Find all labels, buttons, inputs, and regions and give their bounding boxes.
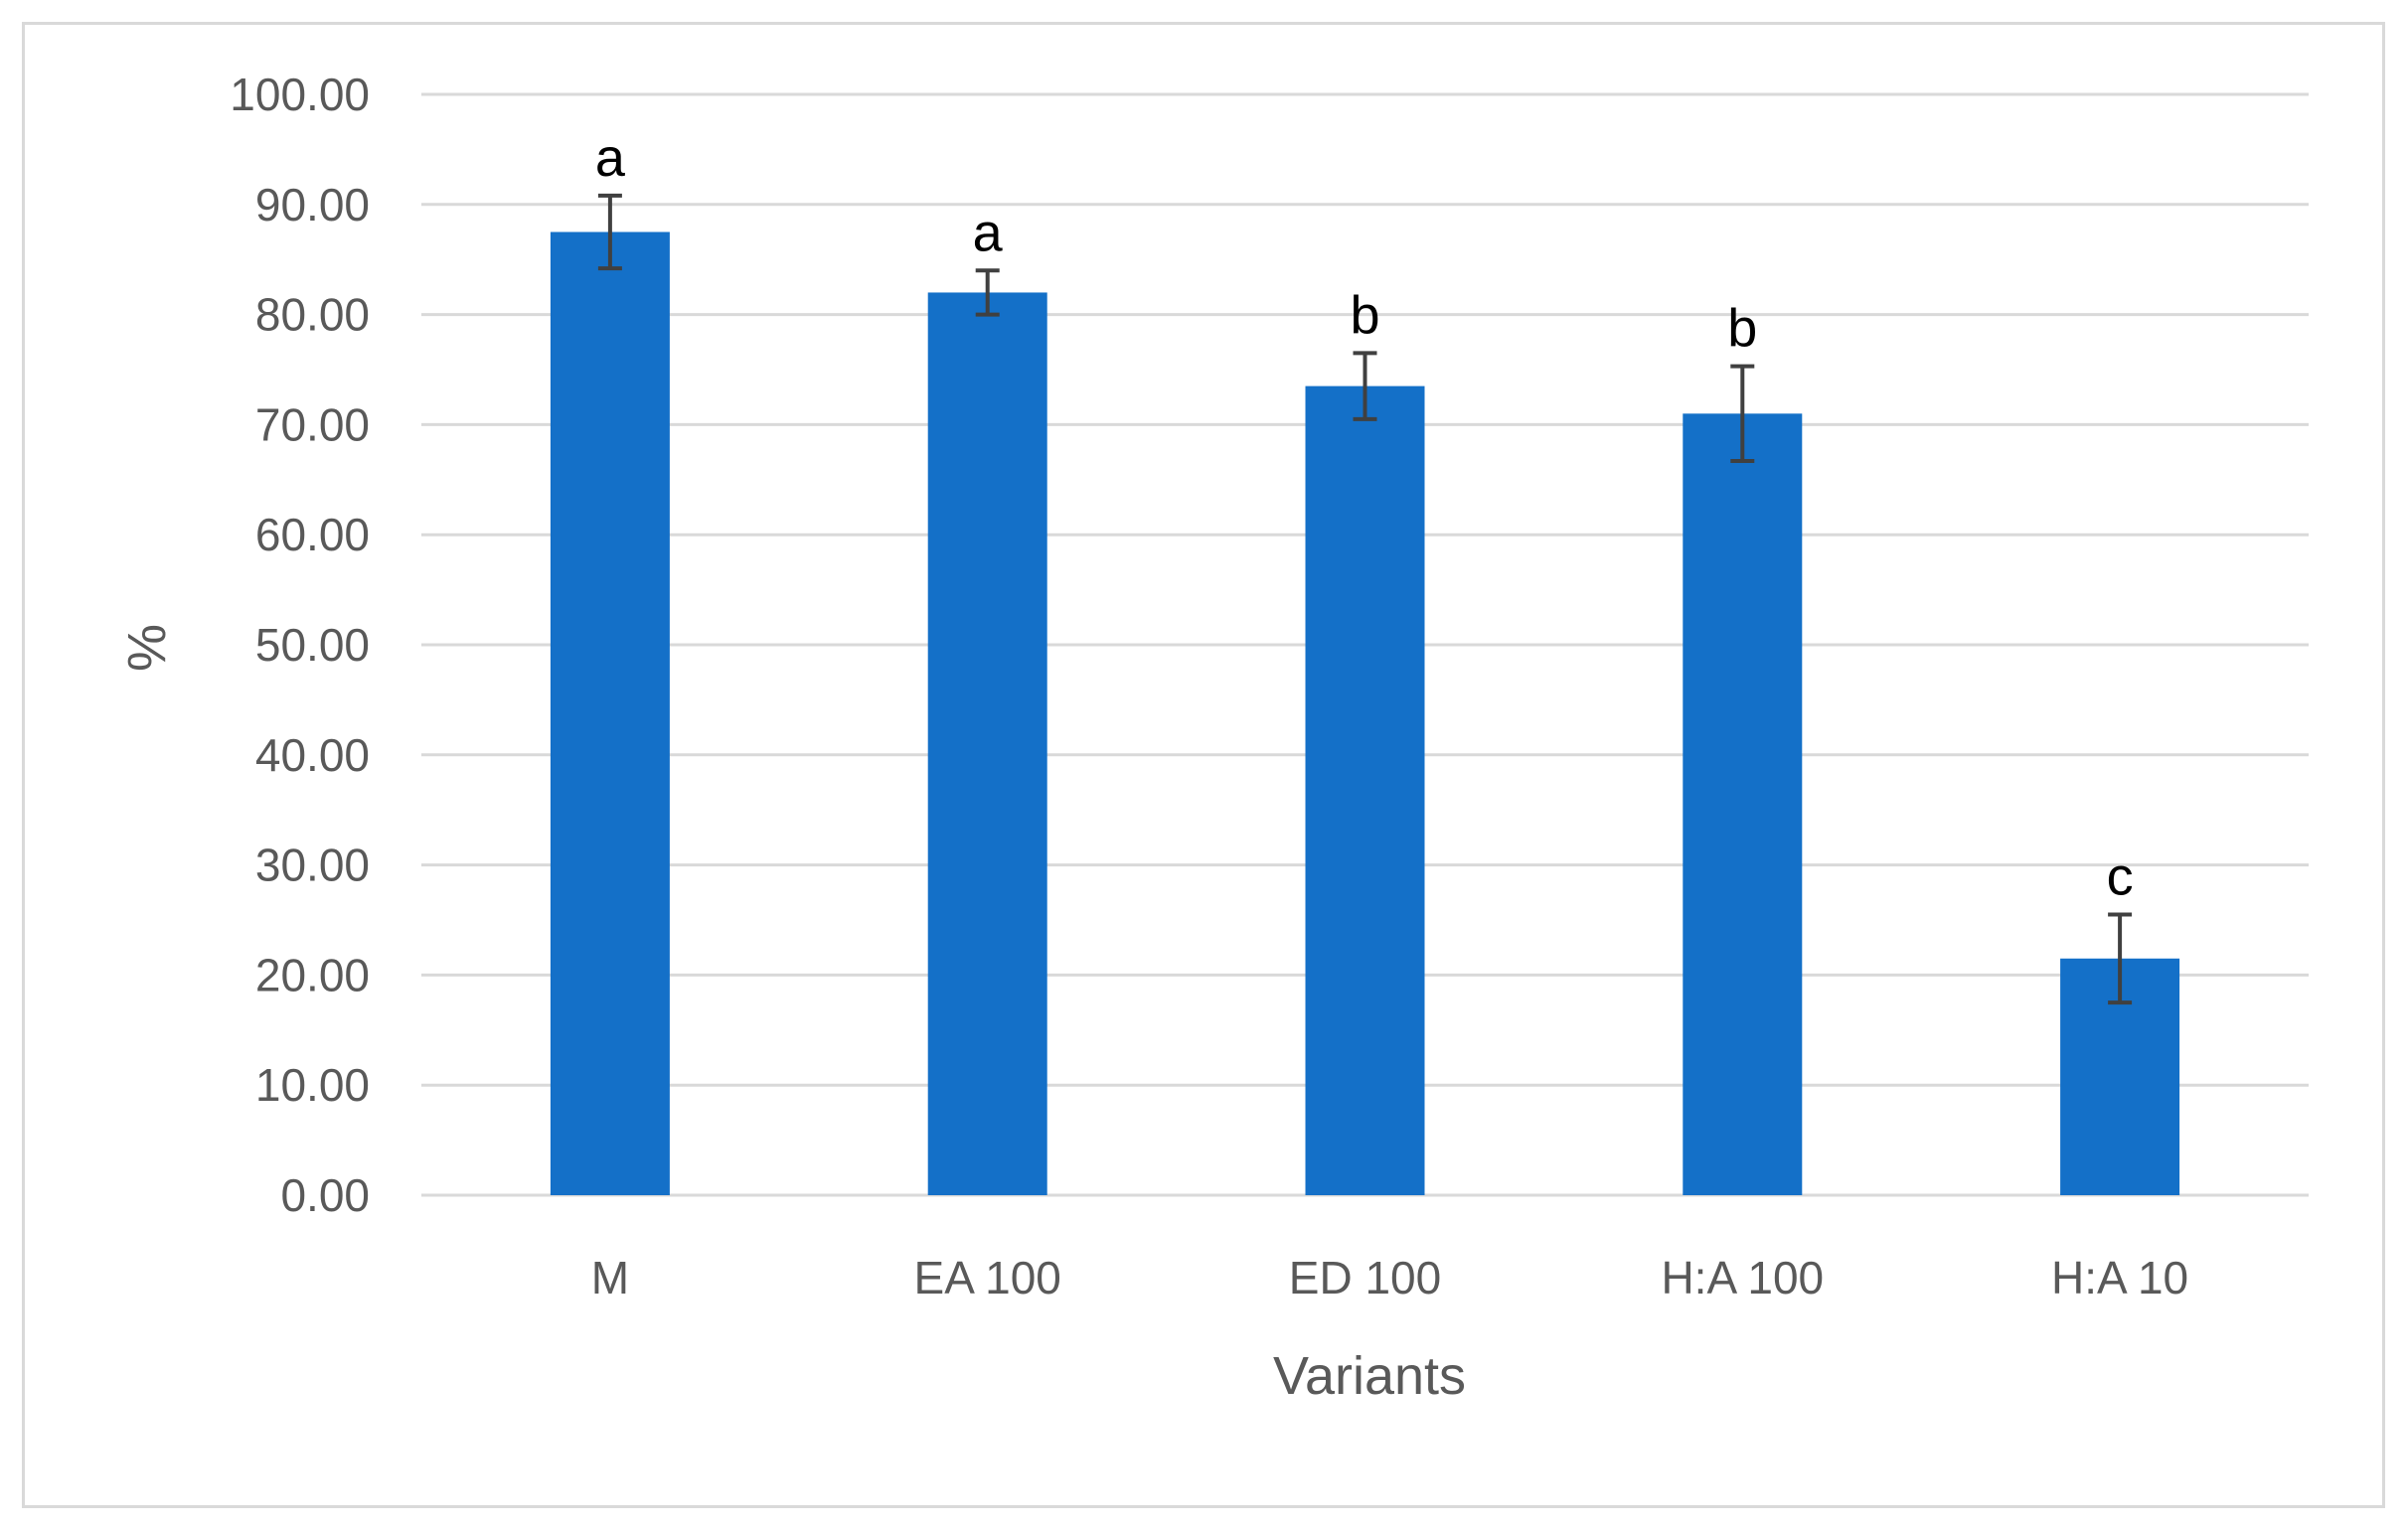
- x-tick-label: H:A 10: [2051, 1252, 2188, 1303]
- bar: [550, 231, 670, 1195]
- gridlines: [421, 92, 2309, 1197]
- y-tick-label: 10.00: [255, 1059, 370, 1111]
- y-tick-label: 70.00: [255, 398, 370, 450]
- y-tick-label: 30.00: [255, 840, 370, 891]
- bar: [927, 292, 1047, 1195]
- error-bar: [597, 193, 622, 271]
- error-bar: [2108, 912, 2133, 1005]
- significance-labels: a a b b c: [595, 128, 2134, 907]
- significance-label: b: [1727, 299, 1757, 359]
- error-bar: [975, 268, 1000, 317]
- significance-label: a: [595, 128, 626, 188]
- x-tick-label: H:A 100: [1661, 1252, 1824, 1303]
- x-tick-label: EA 100: [914, 1252, 1061, 1303]
- error-bar: [1730, 364, 1755, 463]
- bar: [1683, 413, 1803, 1195]
- x-axis-title: Variants: [1273, 1346, 1466, 1406]
- bars: [550, 231, 2180, 1195]
- x-tick-label: M: [591, 1252, 629, 1303]
- y-tick-label: 50.00: [255, 619, 370, 671]
- y-tick-label: 0.00: [280, 1169, 370, 1221]
- y-tick-label: 100.00: [230, 69, 370, 120]
- y-tick-label: 90.00: [255, 179, 370, 230]
- y-axis-tick-labels: 0.00 10.00 20.00 30.00 40.00 50.00 60.00 70.00 8…: [230, 69, 370, 1221]
- y-tick-label: 20.00: [255, 949, 370, 1000]
- y-tick-label: 60.00: [255, 509, 370, 560]
- error-bars: [597, 193, 2133, 1005]
- x-tick-label: ED 100: [1289, 1252, 1441, 1303]
- y-tick-label: 40.00: [255, 729, 370, 781]
- significance-label: a: [973, 203, 1004, 262]
- y-tick-label: 80.00: [255, 289, 370, 341]
- significance-label: c: [2107, 846, 2134, 906]
- x-axis-tick-labels: M EA 100 ED 100 H:A 100 H:A 10: [591, 1252, 2188, 1303]
- y-axis-title: %: [117, 624, 177, 672]
- significance-label: b: [1350, 285, 1379, 345]
- bar: [1305, 385, 1425, 1195]
- chart-frame: [22, 22, 2385, 1508]
- error-bar: [1353, 351, 1377, 421]
